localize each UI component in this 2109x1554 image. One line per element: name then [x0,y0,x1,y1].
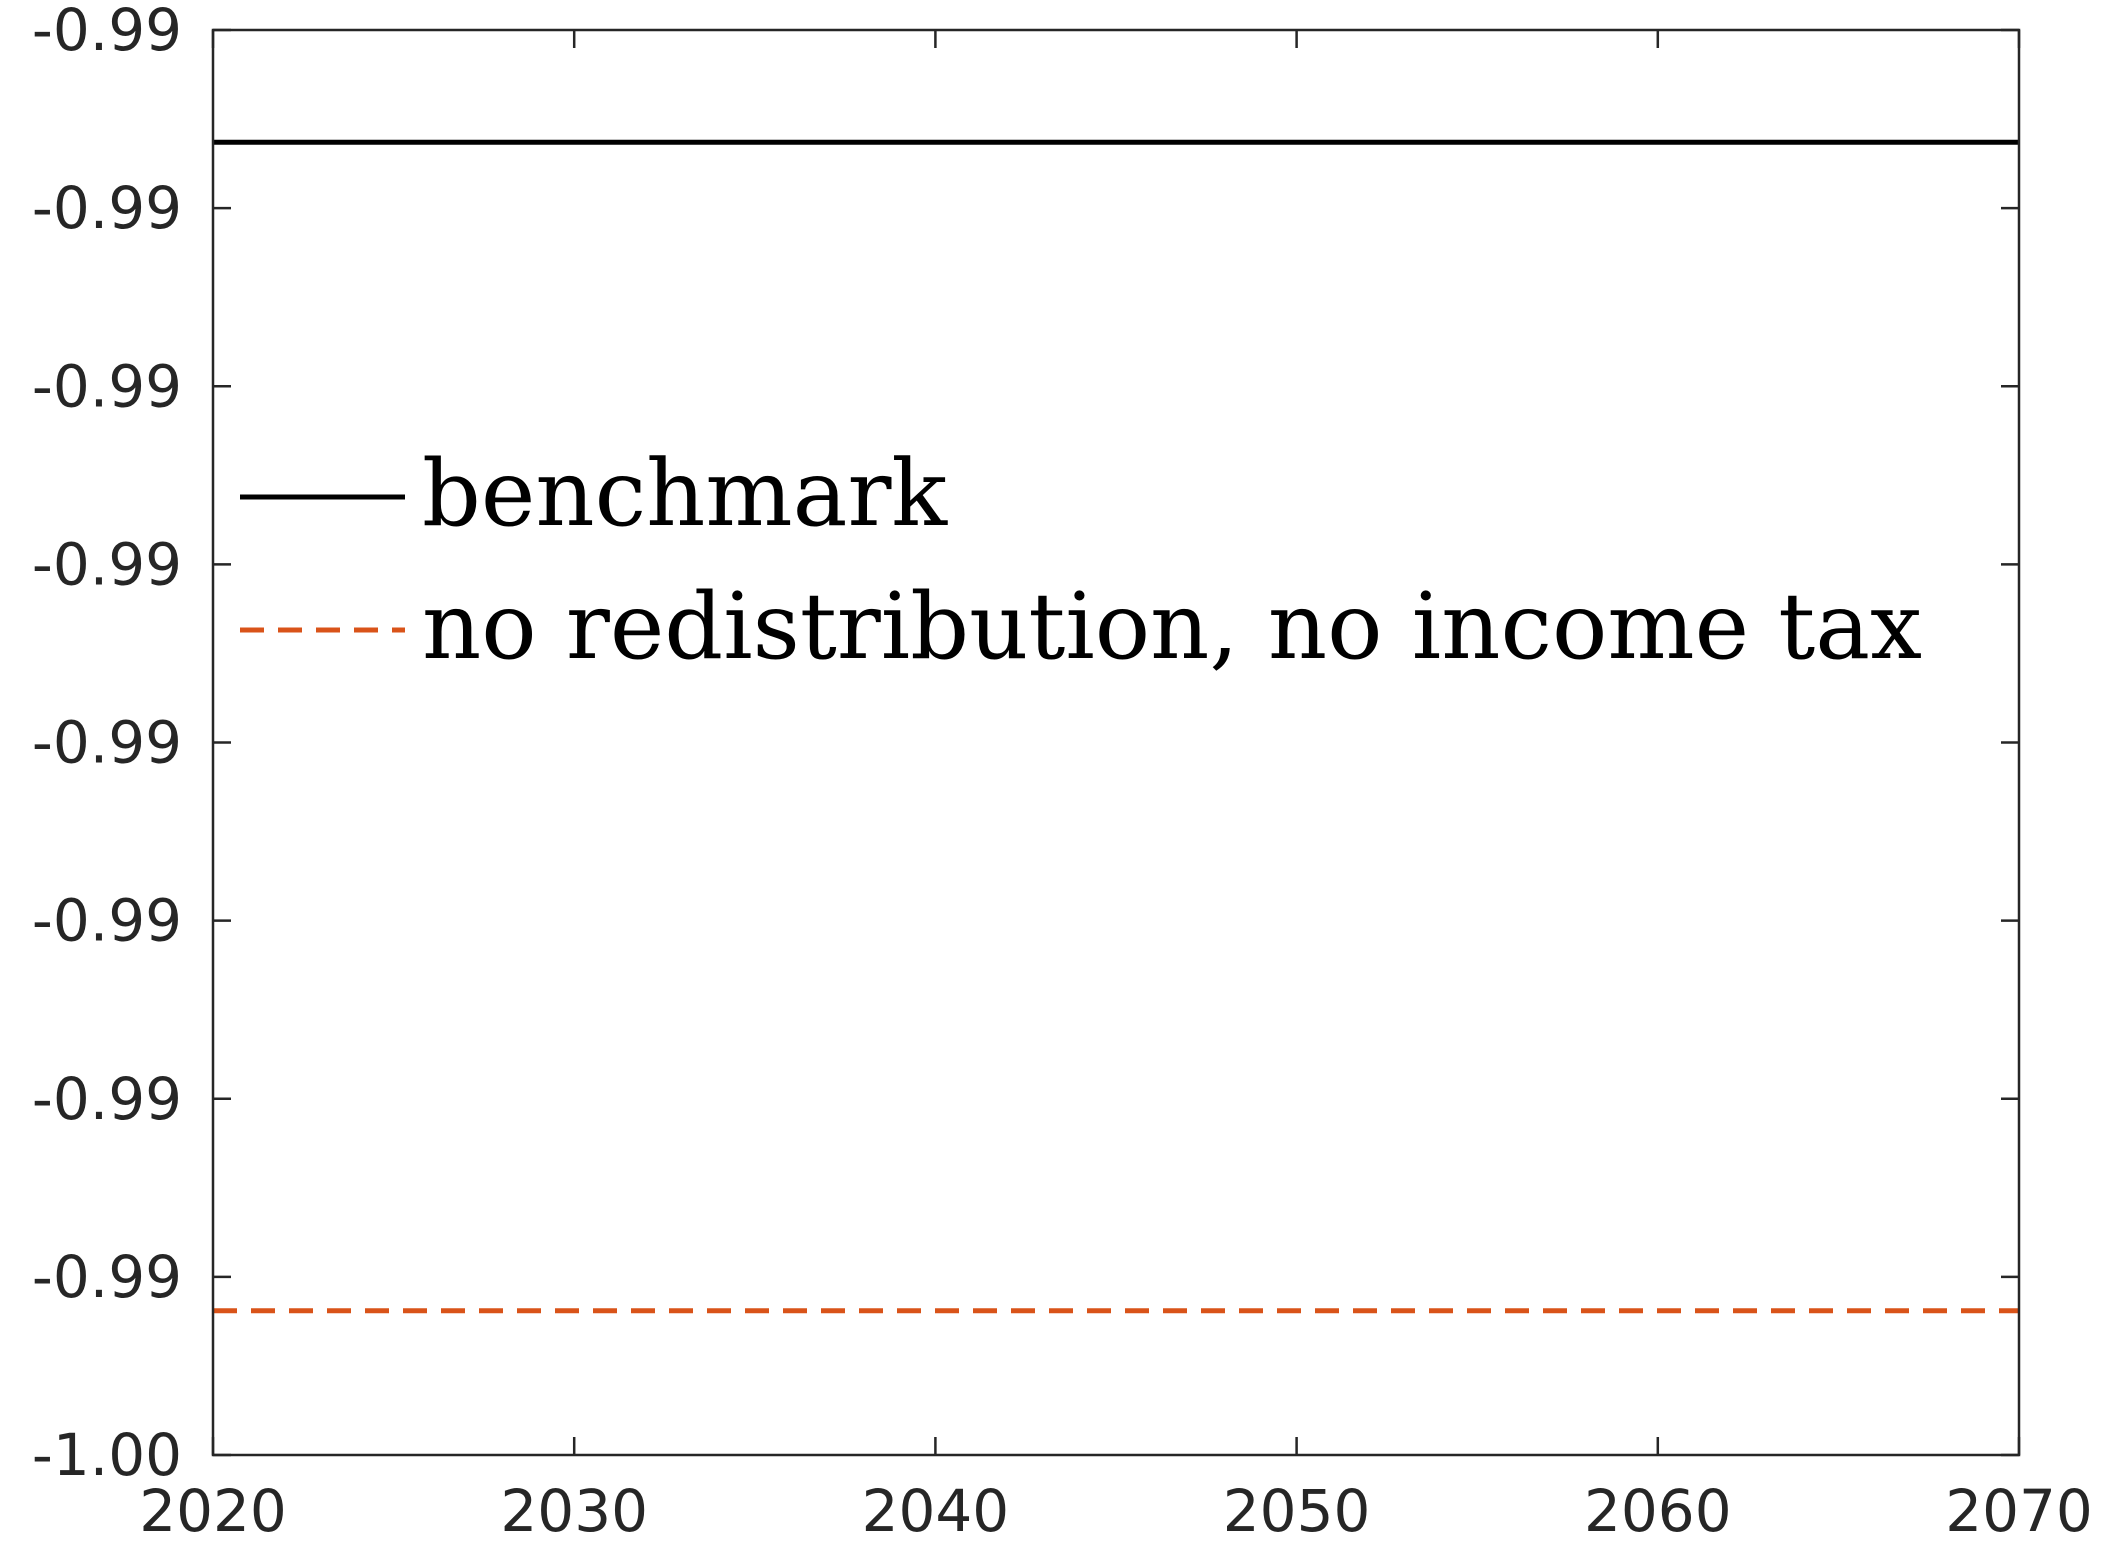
axes-layer: 2020 2030 2040 2050 2060 2070 -1.00 -0.99 -0.99 -… [32,0,2093,1545]
y-tick-label: -0.99 [32,709,182,777]
y-tick-label: -0.99 [32,1065,182,1133]
x-tick-label: 2040 [862,1477,1010,1545]
x-tick-label: 2060 [1584,1477,1732,1545]
x-tick-label: 2070 [1945,1477,2093,1545]
legend: benchmark no redistribution, no income ta… [240,440,1922,680]
y-tick-label: -0.99 [32,887,182,955]
y-tick-label: -0.99 [32,352,182,420]
y-tick-label: -0.99 [32,1243,182,1311]
legend-label-1: benchmark [422,440,948,547]
y-tick-label: -0.99 [32,174,182,242]
series-layer [213,139,2019,1314]
x-tick-label: 2020 [139,1477,287,1545]
x-tick-label: 2030 [500,1477,648,1545]
y-tick-label: -0.99 [32,0,182,64]
plot-background [213,30,2019,1455]
y-tick-label: -1.00 [32,1421,182,1489]
plot-area [213,30,2019,1455]
x-tick-label: 2050 [1223,1477,1371,1545]
y-tick-label: -0.99 [32,530,182,598]
legend-label-2: no redistribution, no income tax [422,573,1922,680]
